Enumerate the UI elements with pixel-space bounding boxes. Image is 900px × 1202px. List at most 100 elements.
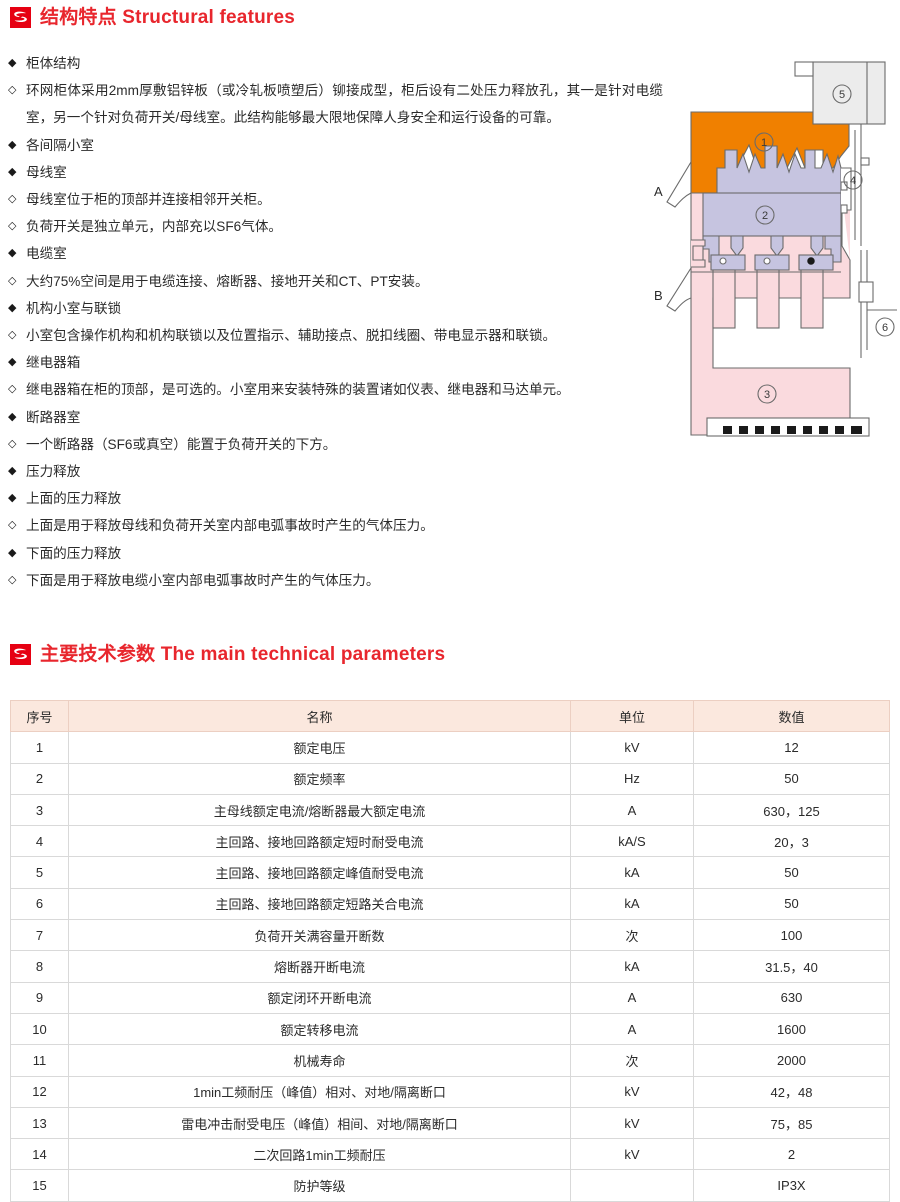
feature-item: ◇ 上面是用于释放母线和负荷开关室内部电弧事故时产生的气体压力。 <box>8 512 663 539</box>
row-unit: kV <box>570 731 694 764</box>
structural-features-list: ◆ 柜体结构 ◇ 环网柜体采用2mm厚敷铝锌板（或冷轧板喷塑后）铆接成型，柜后设有二处… <box>8 50 663 594</box>
feature-item: ◇ 一个断路器（SF6或真空）能置于负荷开关的下方。 <box>8 431 663 458</box>
feature-text: 大约75%空间是用于电缆连接、熔断器、接地开关和CT、PT安装。 <box>26 273 429 289</box>
callout-label: 3 <box>764 389 770 401</box>
row-no: 9 <box>10 981 69 1014</box>
callout-label: 4 <box>850 175 856 187</box>
row-name: 1min工频耐压（峰值）相对、对地/隔离断口 <box>68 1075 571 1108</box>
row-name: 主回路、接地回路额定短时耐受电流 <box>68 825 571 858</box>
table-header-row: 序号 名称 单位 数值 <box>10 699 890 733</box>
table-body: 1 额定电压 kV 12 2 额定频率 Hz 50 3 主母线额定电流/熔断器最大额定电流 A 630… <box>10 731 890 1202</box>
filled-diamond-icon: ◆ <box>8 546 17 559</box>
callout-label: 6 <box>882 322 888 334</box>
hollow-diamond-icon: ◇ <box>8 519 17 532</box>
table-row: 1 额定电压 kV 12 <box>10 731 890 764</box>
table-row: 8 熔断器开断电流 kA 31.5，40 <box>10 950 890 983</box>
row-value: 2 <box>693 1138 890 1171</box>
feature-item: ◆ 柜体结构 <box>8 50 663 77</box>
row-name: 主回路、接地回路额定峰值耐受电流 <box>68 856 571 889</box>
feature-text: 下面是用于释放电缆小室内部电弧事故时产生的气体压力。 <box>26 572 380 588</box>
table-row: 15 防护等级 IP3X <box>10 1169 890 1202</box>
row-name: 额定闭环开断电流 <box>68 981 571 1014</box>
callout-label: 2 <box>762 210 768 222</box>
hollow-diamond-icon: ◇ <box>8 193 17 206</box>
brand-swoosh-icon <box>10 644 31 665</box>
terminal-blocks <box>723 426 862 434</box>
main-technical-parameters-heading: 主要技术参数 The main technical parameters <box>10 644 445 665</box>
table-row: 11 机械寿命次 2000 <box>10 1044 890 1077</box>
feature-text: 各间隔小室 <box>26 137 94 153</box>
hollow-diamond-icon: ◇ <box>8 274 17 287</box>
table-header: 序号 名称 单位 数值 <box>10 699 890 733</box>
structural-title-cn: 结构特点 <box>40 7 117 28</box>
table-header-name: 名称 <box>68 699 571 733</box>
callout-circle <box>755 205 775 225</box>
row-unit: kA/S <box>570 825 694 858</box>
feature-text: 母线室 <box>26 164 67 180</box>
row-name: 额定转移电流 <box>68 1012 571 1046</box>
filled-diamond-icon: ◆ <box>8 138 17 151</box>
filled-diamond-icon: ◆ <box>8 465 17 478</box>
row-unit: kV <box>570 1106 694 1140</box>
table-header-value: 数值 <box>693 699 890 733</box>
row-value: 630 <box>693 981 890 1014</box>
feature-item: ◇ 母线室位于柜的顶部并连接相邻开关柜。 <box>8 186 663 213</box>
switch-body <box>702 192 842 237</box>
feature-item: ◇ 下面是用于释放电缆小室内部电弧事故时产生的气体压力。 <box>8 567 663 594</box>
row-name: 额定电压 <box>68 731 571 764</box>
feature-text: 继电器箱 <box>26 355 81 371</box>
feature-text: 环网柜体采用2mm厚敷铝锌板（或冷轧板喷塑后）铆接成型，柜后设有二处压力释放孔，… <box>26 83 663 126</box>
row-no: 11 <box>10 1044 69 1077</box>
filled-diamond-icon: ◆ <box>8 301 17 314</box>
feature-text: 下面的压力释放 <box>26 545 122 561</box>
row-unit: kV <box>570 1138 694 1171</box>
callout-label: 1 <box>761 137 767 149</box>
filled-diamond-icon: ◆ <box>8 165 17 178</box>
feature-item: ◇ 环网柜体采用2mm厚敷铝锌板（或冷轧板喷塑后）铆接成型，柜后设有二处压力释放孔… <box>8 77 663 131</box>
feature-item: ◆ 继电器箱 <box>8 349 663 376</box>
switch-contacts-shape <box>716 145 842 194</box>
feature-item: ◆ 母线室 <box>8 159 663 186</box>
row-name: 额定频率 <box>68 762 571 795</box>
structural-features-heading: 结构特点 Structural features <box>10 7 295 28</box>
filled-diamond-icon: ◆ <box>8 410 17 423</box>
row-unit: 次 <box>570 1044 694 1077</box>
feature-text: 一个断路器（SF6或真空）能置于负荷开关的下方。 <box>26 436 337 452</box>
row-name: 主回路、接地回路额定短路关合电流 <box>68 887 571 921</box>
callout-4: 4 <box>843 170 863 190</box>
feature-text: 机构小室与联锁 <box>26 300 122 316</box>
table-row: 2 额定频率 Hz 50 <box>10 762 890 795</box>
callout-circle <box>754 132 774 152</box>
row-no: 8 <box>10 950 69 983</box>
callout-6: 6 <box>875 317 895 337</box>
table-row: 4 主回路、接地回路额定短时耐受电流 kA/S 20，3 <box>10 825 890 858</box>
table-header-unit: 单位 <box>570 699 694 733</box>
hollow-diamond-icon: ◇ <box>8 84 17 97</box>
feature-text: 上面的压力释放 <box>26 491 122 507</box>
callout-circle <box>843 170 863 190</box>
row-unit: kA <box>570 856 694 889</box>
feature-item: ◆ 断路器室 <box>8 404 663 431</box>
row-unit: A <box>570 981 694 1014</box>
table-header-no: 序号 <box>10 699 69 733</box>
table-row: 6 主回路、接地回路额定短路关合电流 kA 50 <box>10 887 890 921</box>
feature-text: 母线室位于柜的顶部并连接相邻开关柜。 <box>26 192 271 208</box>
callout-2: 2 <box>755 205 775 225</box>
row-unit: A <box>570 1012 694 1046</box>
diagram-callouts: 1 2 3 4 5 6 <box>754 84 895 404</box>
callout-circle <box>875 317 895 337</box>
feature-text: 小室包含操作机构和机构联锁以及位置指示、辅助接点、脱扣线圈、带电显示器和联锁。 <box>26 328 557 344</box>
row-name: 负荷开关满容量开断数 <box>68 919 571 952</box>
row-value: 1600 <box>693 1012 890 1046</box>
filled-diamond-icon: ◆ <box>8 57 17 69</box>
filled-diamond-icon: ◆ <box>8 247 17 260</box>
technical-parameters-table: 序号 名称 单位 数值 1 额定电压 kV 12 2 额定频率 Hz 50 3 主母线额定电流/熔… <box>10 699 890 1202</box>
relay-box-shape <box>812 61 886 125</box>
row-value: 50 <box>693 762 890 795</box>
row-no: 2 <box>10 762 69 795</box>
feature-text: 负荷开关是独立单元，内部充以SF6气体。 <box>26 219 283 235</box>
table-row: 5 主回路、接地回路额定峰值耐受电流 kA 50 <box>10 856 890 889</box>
row-unit <box>570 1169 694 1202</box>
diagram-label-A: A <box>654 184 663 199</box>
